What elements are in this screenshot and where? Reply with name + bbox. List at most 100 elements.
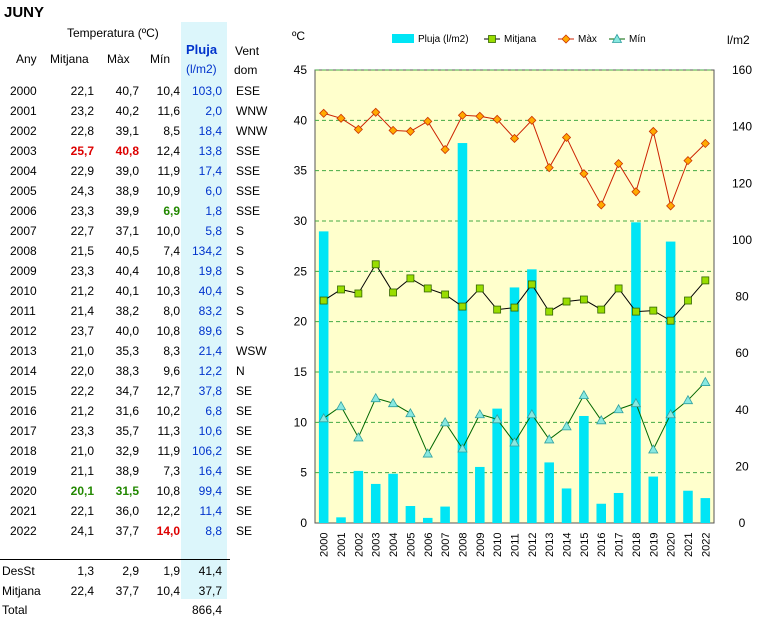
legend-marker-max — [561, 34, 571, 44]
marker-mitjana — [423, 284, 432, 293]
max-cell: 34,7 — [115, 384, 139, 398]
marker-max — [648, 126, 658, 136]
x-tick-label: 2000 — [319, 533, 331, 557]
rain-bar — [544, 462, 554, 523]
vent-cell: S — [236, 304, 245, 318]
mitjana-cell: 25,7 — [70, 144, 94, 158]
max-cell: 31,6 — [115, 404, 139, 418]
marker-max — [544, 163, 554, 173]
marker-max — [492, 114, 502, 124]
table-separator — [0, 559, 230, 560]
vent-cell: S — [236, 284, 245, 298]
year-cell: 2001 — [10, 104, 37, 118]
marker-mitjana — [632, 307, 640, 316]
x-tick-label: 2017 — [614, 533, 626, 557]
marker-max — [631, 187, 641, 197]
vent-cell: SE — [236, 384, 253, 398]
min-cell: 7,3 — [163, 464, 180, 478]
max-cell: 38,9 — [115, 464, 139, 478]
pluja-column-band — [181, 22, 227, 599]
legend-marker-mitjana — [488, 35, 496, 43]
table-row: 2015 22,2 34,7 12,7 37,8 SE — [0, 381, 272, 401]
marker-mitjana — [649, 306, 658, 315]
marker-min — [422, 448, 433, 458]
vent-cell: SSE — [236, 144, 261, 158]
vent-cell: SE — [236, 504, 253, 518]
marker-max — [336, 113, 346, 123]
year-cell: 2007 — [10, 224, 37, 238]
table-row: 2008 21,5 40,5 7,4 134,2 S — [0, 241, 272, 261]
max-cell: 40,0 — [115, 324, 139, 338]
vent-cell: SE — [236, 524, 253, 538]
col-header-max: Màx — [107, 52, 130, 66]
right-tick-label: 140 — [732, 120, 752, 134]
year-cell: 2011 — [10, 304, 36, 318]
rain-bar — [665, 241, 676, 524]
year-cell: 2010 — [10, 284, 37, 298]
left-tick-label: 25 — [294, 264, 308, 278]
marker-mitjana — [406, 274, 415, 283]
marker-mitjana — [389, 288, 397, 297]
pluja-cell: 83,2 — [198, 304, 222, 318]
max-cell: 39,0 — [115, 164, 139, 178]
mitjana-cell: 21,2 — [70, 284, 94, 298]
table-row: 2019 21,1 38,9 7,3 16,4 SE — [0, 461, 272, 481]
desst-min: 1,9 — [163, 564, 180, 578]
mitjana-cell: 24,3 — [70, 184, 94, 198]
pluja-cell: 89,6 — [198, 324, 222, 338]
max-cell: 38,9 — [115, 184, 139, 198]
marker-min — [613, 403, 624, 414]
x-tick-label: 2004 — [388, 533, 400, 557]
max-cell: 39,9 — [115, 204, 139, 218]
vent-cell: SSE — [236, 184, 261, 198]
vent-cell: SE — [236, 404, 253, 418]
table-row: 2021 22,1 36,0 12,2 11,4 SE — [0, 501, 272, 521]
pluja-cell: 37,8 — [198, 384, 222, 398]
max-cell: 37,7 — [115, 524, 139, 538]
min-cell: 9,6 — [163, 364, 180, 378]
x-tick-label: 2010 — [492, 533, 504, 557]
mitjana-cell: 22,2 — [70, 384, 94, 398]
mitjana-cell: 22,1 — [70, 84, 94, 98]
vent-cell: SE — [236, 444, 253, 458]
table-row: 2017 23,3 35,7 11,3 10,6 SE — [0, 421, 272, 441]
marker-min — [335, 400, 347, 411]
pluja-cell: 18,4 — [198, 124, 222, 138]
year-cell: 2017 — [10, 424, 37, 438]
mitjana-label: Mitjana — [2, 584, 41, 598]
mitjana-cell: 22,1 — [70, 504, 94, 518]
year-cell: 2008 — [10, 244, 37, 258]
mitjana-cell: 21,5 — [70, 244, 94, 258]
max-cell: 39,1 — [115, 124, 139, 138]
x-tick-label: 2019 — [648, 533, 660, 557]
marker-max — [527, 115, 537, 125]
x-tick-label: 2011 — [510, 533, 522, 557]
left-tick-label: 30 — [294, 214, 308, 228]
min-cell: 12,7 — [156, 384, 180, 398]
marker-mitjana — [337, 285, 345, 294]
marker-min — [405, 407, 416, 418]
x-tick-label: 2002 — [353, 533, 365, 557]
vent-cell: SE — [236, 424, 253, 438]
total-label: Total — [2, 603, 28, 617]
marker-min — [509, 437, 520, 447]
rain-bar — [527, 269, 537, 523]
desst-max: 2,9 — [122, 564, 139, 578]
rain-bar — [370, 483, 381, 523]
table-row: 2009 23,3 40,4 10,8 19,8 S — [0, 261, 272, 281]
pluja-cell: 8,8 — [205, 524, 222, 538]
marker-max — [319, 108, 329, 118]
mitjana-cell: 21,4 — [70, 304, 94, 318]
year-cell: 2000 — [10, 84, 37, 98]
left-tick-label: 35 — [294, 164, 308, 178]
legend-label-max: Màx — [578, 34, 597, 45]
min-cell: 11,9 — [157, 164, 180, 178]
legend-swatch-pluja — [392, 34, 414, 43]
marker-max — [683, 156, 693, 166]
pluja-cell: 103,0 — [191, 84, 222, 98]
page-title: JUNY — [4, 4, 45, 21]
table-row: 2013 21,0 35,3 8,3 21,4 WSW — [0, 341, 272, 361]
table-row: 2012 23,7 40,0 10,8 89,6 S — [0, 321, 272, 341]
rain-bar — [700, 498, 711, 523]
marker-mitjana — [597, 305, 606, 314]
